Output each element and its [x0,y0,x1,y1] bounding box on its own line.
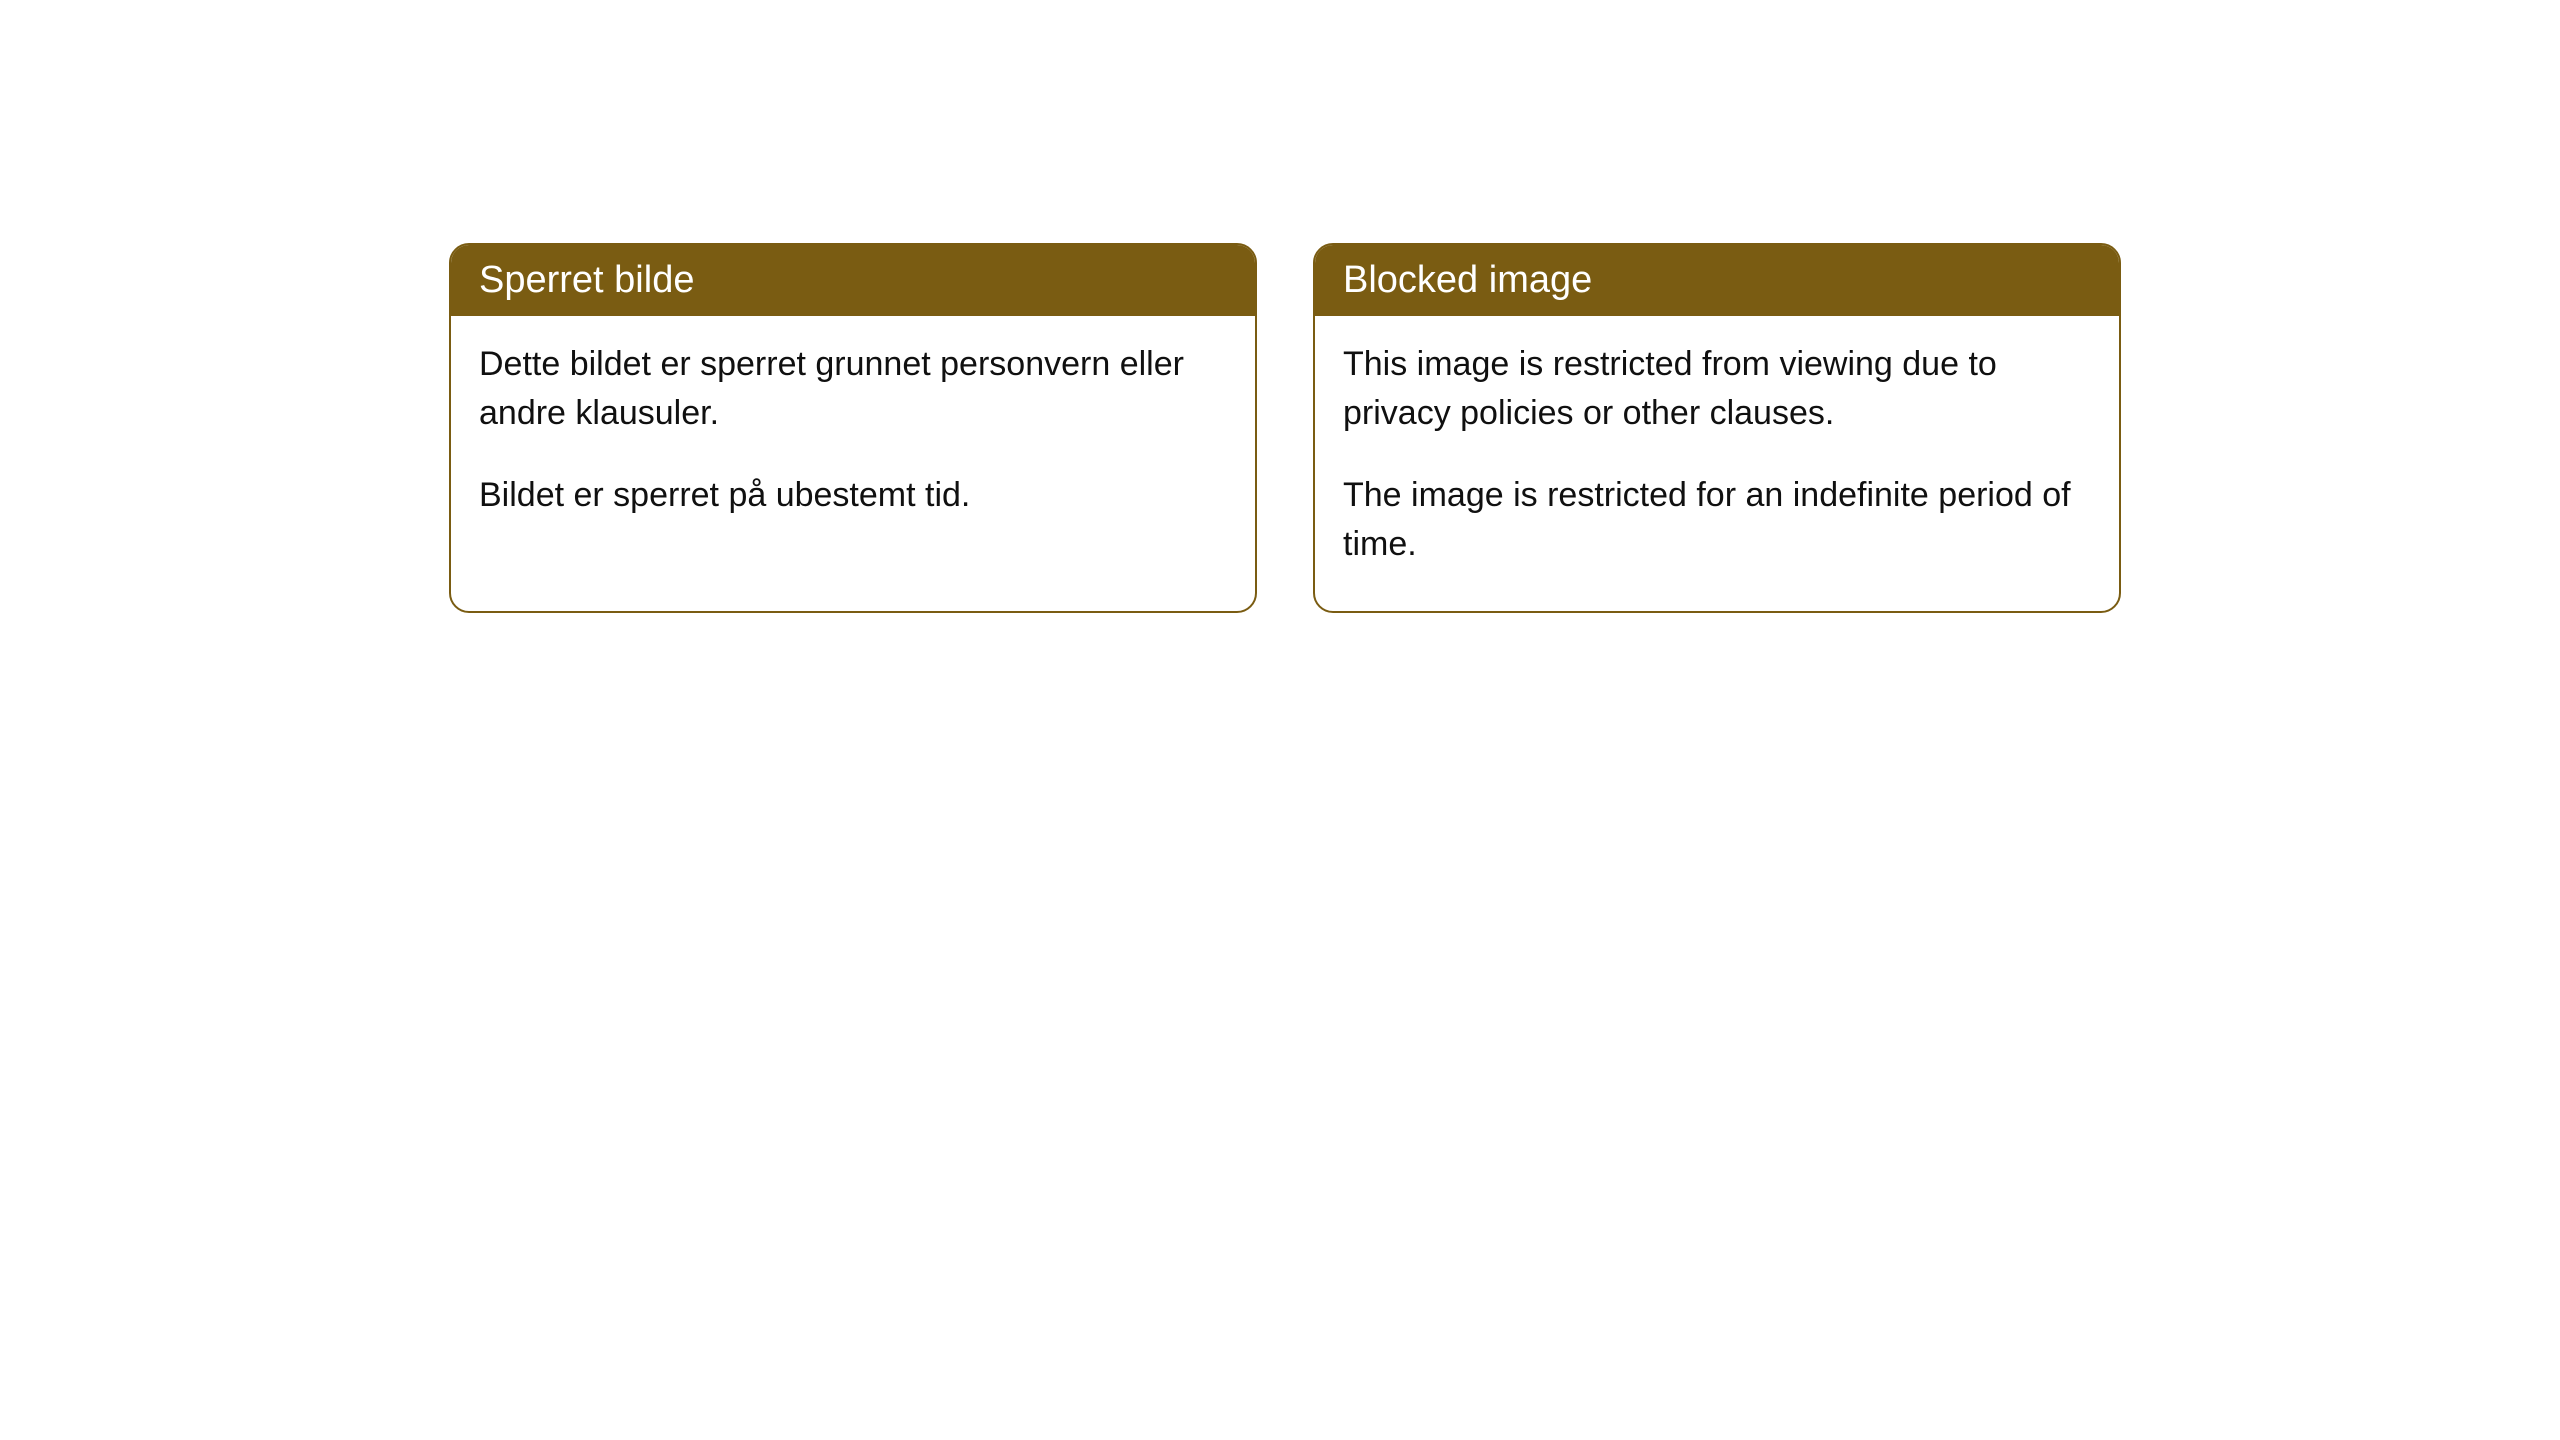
card-paragraph: Dette bildet er sperret grunnet personve… [479,340,1227,439]
card-header: Sperret bilde [451,245,1255,316]
card-header: Blocked image [1315,245,2119,316]
card-title: Blocked image [1343,259,1592,301]
card-title: Sperret bilde [479,259,694,301]
notice-card-english: Blocked image This image is restricted f… [1313,243,2121,613]
notice-card-norwegian: Sperret bilde Dette bildet er sperret gr… [449,243,1257,613]
card-body: This image is restricted from viewing du… [1315,316,2119,611]
card-paragraph: The image is restricted for an indefinit… [1343,471,2091,570]
notice-card-container: Sperret bilde Dette bildet er sperret gr… [449,243,2121,613]
card-paragraph: Bildet er sperret på ubestemt tid. [479,471,1227,520]
card-paragraph: This image is restricted from viewing du… [1343,340,2091,439]
card-body: Dette bildet er sperret grunnet personve… [451,316,1255,562]
